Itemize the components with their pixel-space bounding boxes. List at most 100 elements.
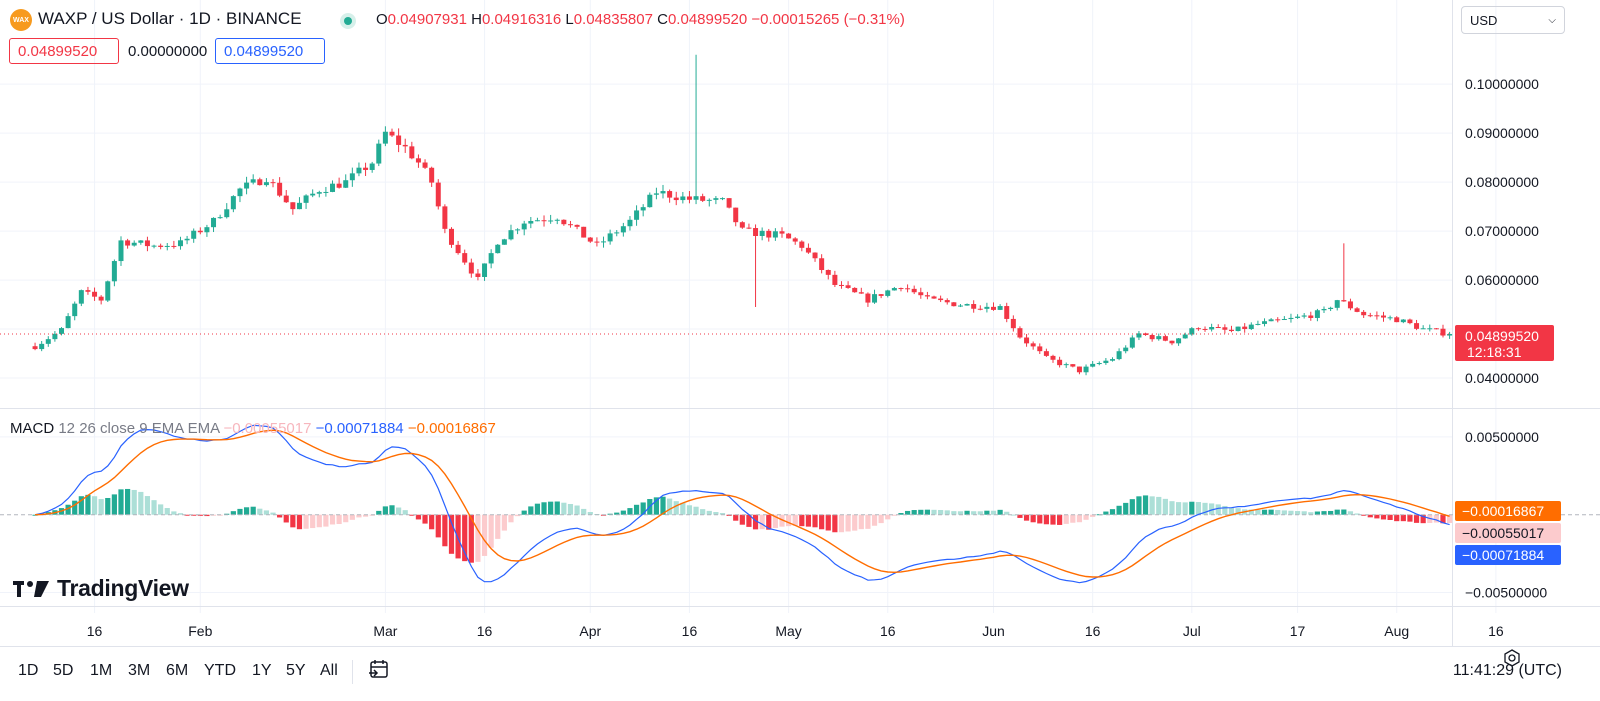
macd-hist-bar [151,500,157,515]
candle-body [548,220,554,222]
candle [1301,313,1307,319]
candle-body [171,245,177,247]
macd-hist-bar [197,514,203,516]
macd-hist-bar [878,514,884,524]
candle-body [303,195,309,203]
candle-body [1129,337,1135,348]
candle [1440,324,1446,338]
candle-body [316,192,322,194]
candle [1070,364,1076,368]
range-button-6m[interactable]: 6M [166,662,189,679]
macd-hist-bar [343,514,349,523]
macd-hist-bar [1209,503,1215,515]
candle-body [964,304,970,306]
candle-body [1367,315,1373,317]
candle-body [501,239,507,245]
candle [1057,356,1063,368]
candle-body [270,182,276,184]
candle [1414,319,1420,331]
candle-body [845,285,851,288]
candle-body [905,288,911,290]
macd-hist-bar [799,514,805,527]
candle [330,180,336,193]
range-button-3m[interactable]: 3M [128,662,151,679]
candle [1427,324,1433,332]
candle [1063,362,1069,368]
clock[interactable]: 11:41:29 (UTC) [1452,662,1562,679]
macd-hist-bar [204,514,210,517]
macd-hist-bar [534,503,541,515]
time-tick-label: 16 [1488,623,1504,639]
candle [1004,302,1010,323]
time-tick-label: Feb [188,623,212,639]
macd-hist-bar [885,514,891,520]
macd-legend[interactable]: MACD 12 26 close 9 EMA EMA −0.00055017 −… [10,420,496,437]
macd-hist-bar [752,514,759,530]
countdown-label: 12:18:31 [1467,344,1522,360]
macd-hist-bar [131,489,137,515]
candle-body [475,273,481,277]
candle [257,177,263,186]
candle [296,197,302,210]
symbol-title[interactable]: WAXP / US Dollar · 1D · BINANCE [38,9,302,28]
macd-hist-bar [567,503,574,515]
candle [98,295,104,305]
macd-hist-bar [845,514,851,532]
candle-body [98,296,104,301]
macd-hist-bar [191,514,197,516]
candle [343,174,349,188]
candle-body [640,207,646,211]
currency-select[interactable]: USD ⌵ [1461,6,1565,34]
candle [924,291,930,300]
candle-body [541,220,547,222]
macd-hist-bar [1162,498,1168,515]
candle-body [105,281,111,301]
range-button-all[interactable]: All [320,662,338,679]
tradingview-logo[interactable]: TradingView [13,575,189,602]
time-tick-label: 17 [1290,623,1306,639]
settings-gear-icon[interactable] [1503,649,1521,667]
candle-body [92,291,98,297]
candle [541,215,547,227]
candle-body [700,196,706,201]
candle [825,269,831,280]
macd-hist-bar [1116,505,1122,515]
range-button-1m[interactable]: 1M [90,662,113,679]
candle [204,224,210,237]
candle [1321,306,1327,313]
candle-body [1255,323,1261,325]
macd-hist-bar [706,510,712,515]
candle-body [1143,333,1149,336]
candle-body [587,237,593,242]
candle-body [852,287,858,293]
macd-tick-label: −0.00500000 [1465,585,1547,601]
sell-price-button[interactable]: 0.04899520 [9,38,119,64]
candle-body [805,247,811,253]
range-button-1y[interactable]: 1Y [252,662,272,679]
candle [581,226,587,238]
range-button-ytd[interactable]: YTD [204,662,236,679]
candle-body [653,193,659,195]
macd-hist-bar [270,512,276,515]
candle [885,289,891,298]
candle [224,203,230,219]
candle [32,342,38,351]
macd-hist-bar [1281,510,1287,515]
candle [118,236,124,266]
range-button-5d[interactable]: 5D [53,662,74,679]
macd-hist-bar [1347,511,1354,515]
candle-body [1096,363,1102,365]
candle-body [825,270,831,275]
candle [455,240,461,255]
calendar-goto-icon[interactable] [368,658,390,680]
buy-price-button[interactable]: 0.04899520 [215,38,325,64]
range-button-1d[interactable]: 1D [18,662,39,679]
candle-body [1420,328,1426,330]
candle-body [1314,310,1320,318]
macd-hist-bar [1083,514,1089,520]
range-button-5y[interactable]: 5Y [286,662,306,679]
candle-body [336,183,342,188]
candle-body [263,182,269,186]
macd-hist-bar [971,511,977,515]
